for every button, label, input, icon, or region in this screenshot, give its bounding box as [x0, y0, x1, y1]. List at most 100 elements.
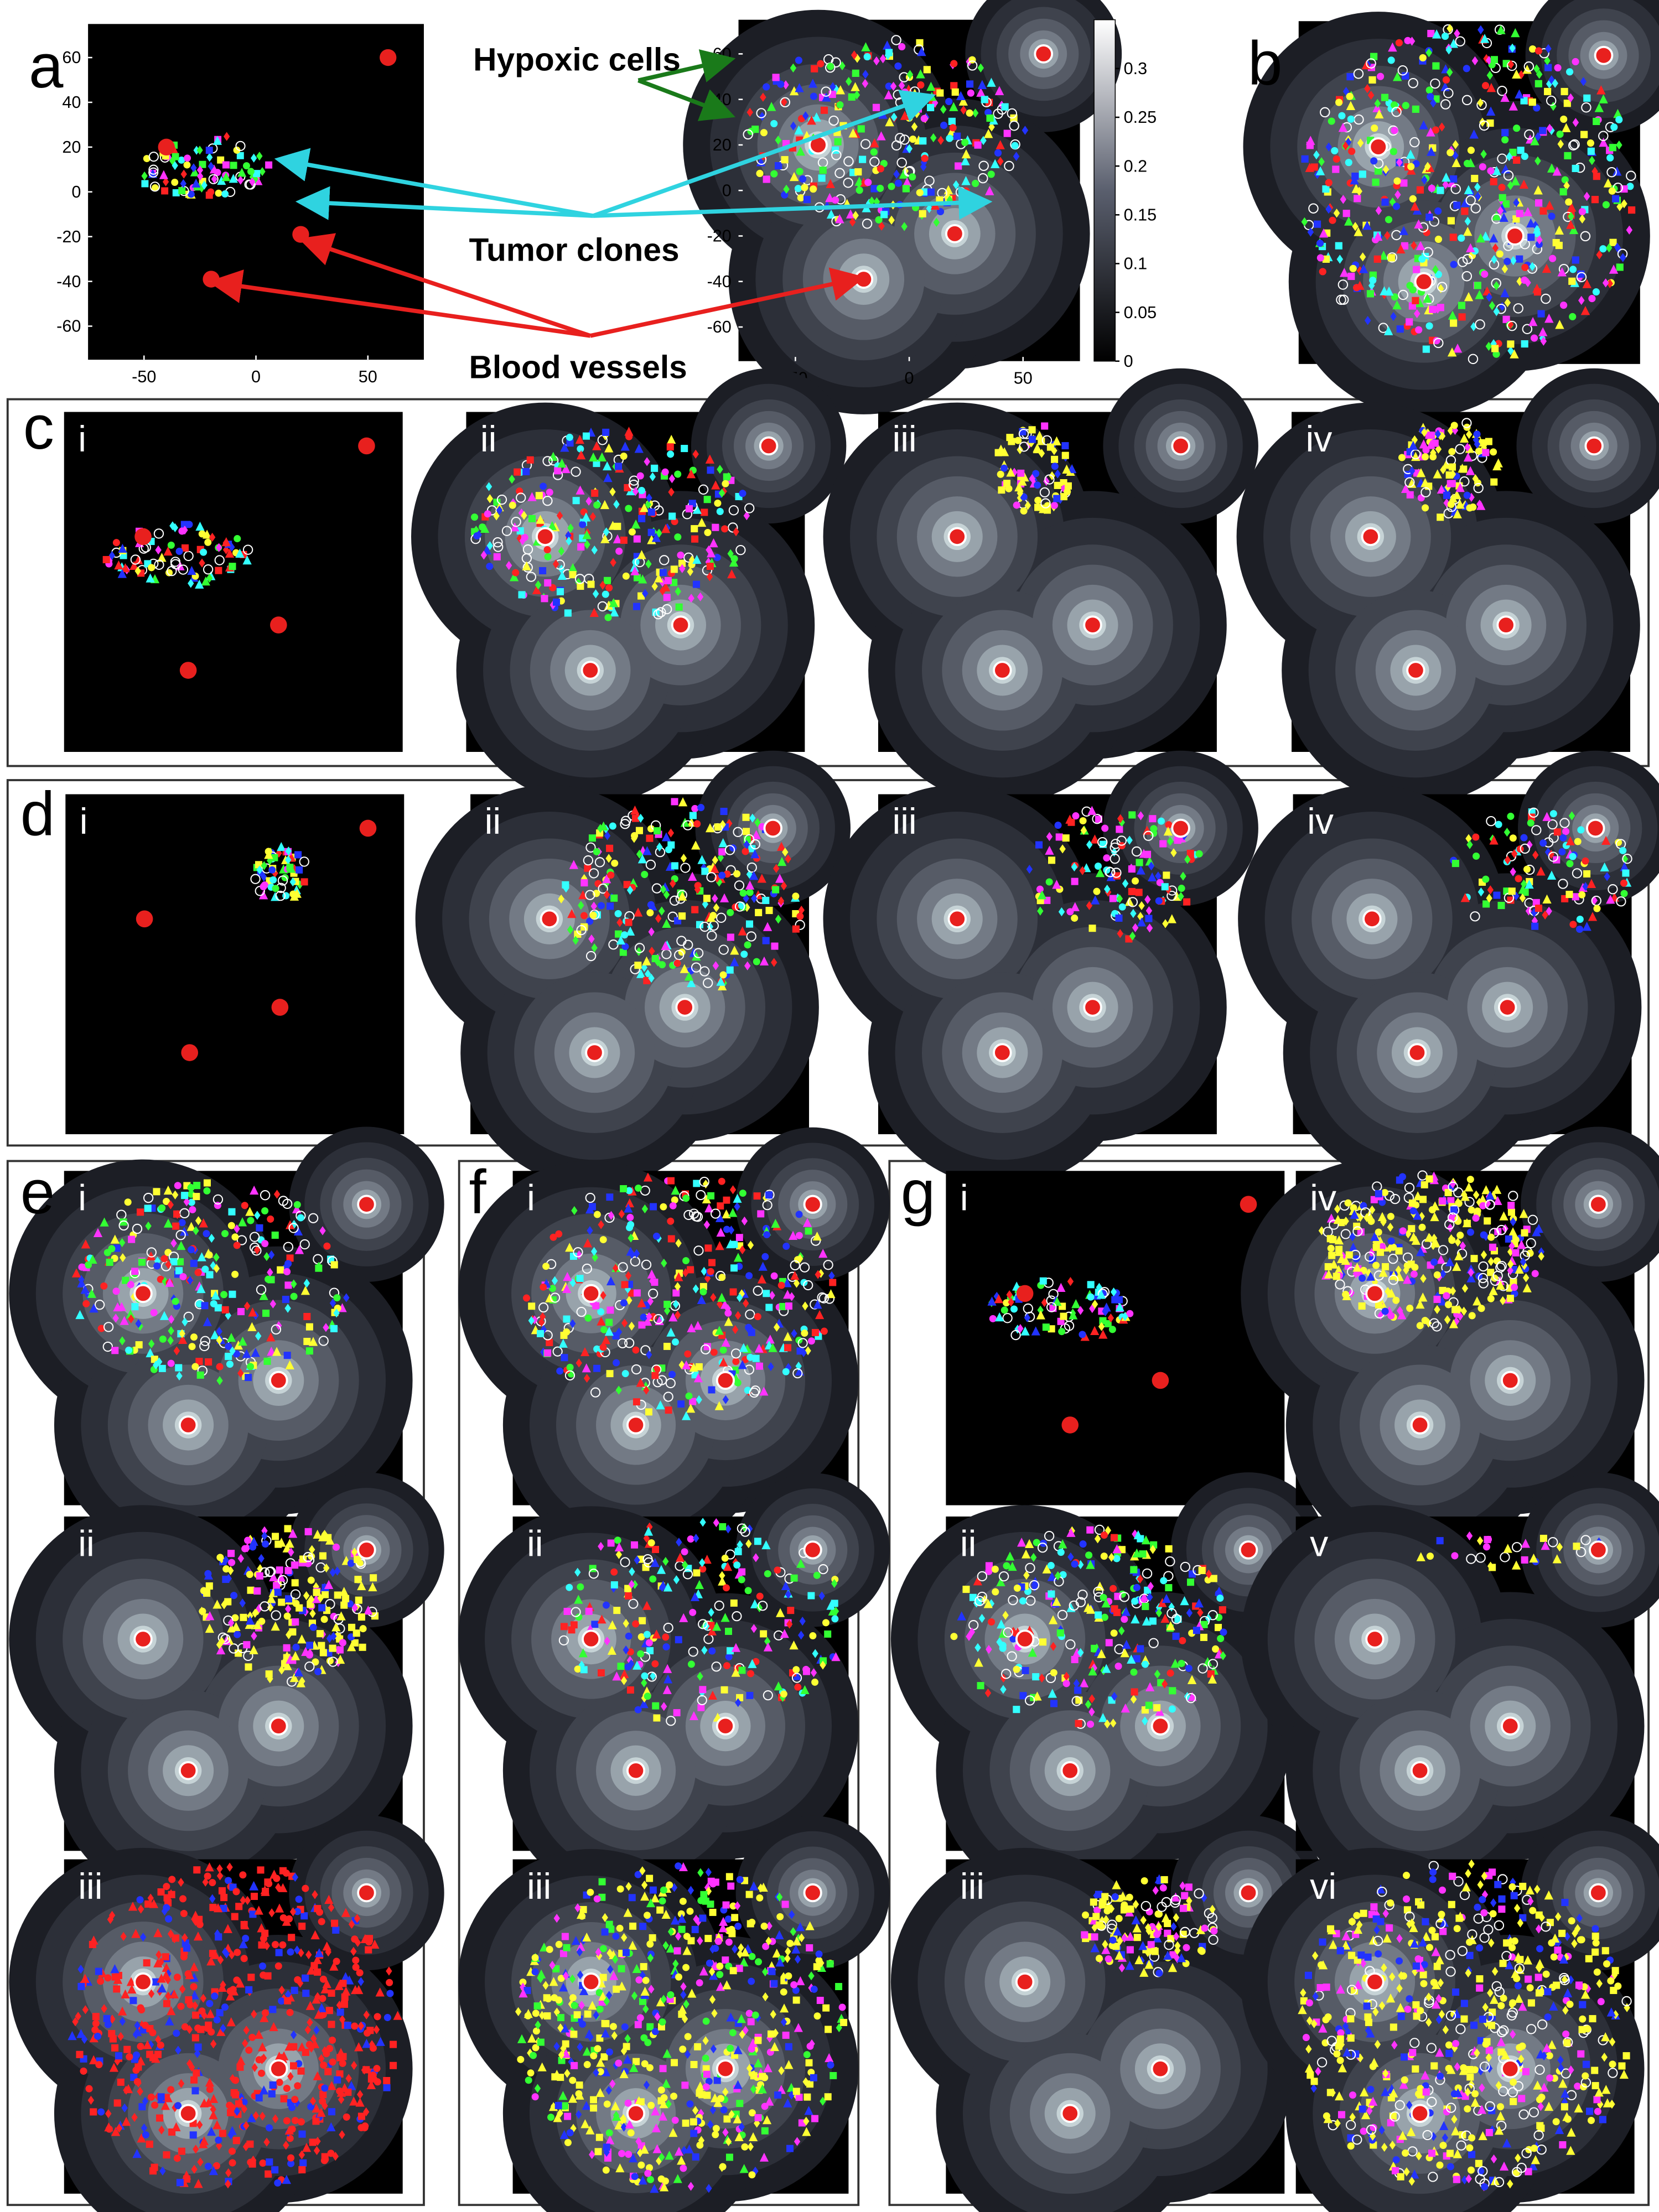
cell	[1435, 444, 1442, 454]
cell	[1410, 201, 1420, 211]
cell	[651, 1372, 659, 1379]
cell	[153, 528, 164, 539]
cell	[260, 883, 267, 891]
cell	[609, 487, 616, 497]
cell	[599, 1945, 607, 1953]
cell	[1463, 226, 1473, 236]
cell	[1325, 179, 1333, 186]
cell	[258, 890, 268, 900]
cell	[291, 1579, 299, 1587]
cell	[131, 1268, 139, 1275]
cell	[357, 1613, 365, 1621]
cell	[678, 912, 686, 920]
cell	[754, 1538, 761, 1545]
cell	[216, 1554, 224, 1561]
cell	[610, 894, 618, 902]
cell	[966, 109, 973, 117]
cell	[924, 175, 935, 186]
cell	[587, 580, 595, 588]
cell	[302, 1884, 309, 1892]
cell	[154, 559, 164, 570]
cell	[1408, 466, 1416, 476]
cell	[677, 551, 685, 559]
cell	[1486, 82, 1496, 92]
cell	[141, 180, 149, 188]
blood-vessel	[1584, 436, 1604, 456]
cell	[1572, 893, 1579, 901]
cell	[206, 2000, 214, 2007]
cell	[580, 879, 588, 887]
cell	[293, 1201, 301, 1208]
cell	[1423, 247, 1433, 257]
cell	[1433, 337, 1444, 349]
cell	[562, 881, 569, 889]
cell	[1507, 812, 1515, 820]
cell	[628, 479, 639, 490]
cell	[1013, 501, 1020, 509]
cell	[302, 2048, 309, 2056]
cell	[158, 1204, 166, 1212]
cell	[1501, 136, 1509, 144]
cell	[228, 2147, 236, 2155]
cell	[1376, 72, 1385, 80]
cell	[312, 2117, 320, 2125]
cell	[843, 156, 854, 167]
cell	[955, 162, 962, 170]
cell	[994, 449, 1002, 456]
cell	[1412, 297, 1419, 304]
cell	[792, 925, 800, 933]
cell	[167, 1359, 175, 1367]
cell	[687, 1535, 694, 1543]
cell	[535, 580, 542, 590]
cell	[1533, 104, 1541, 112]
cell	[324, 2068, 332, 2075]
cell	[748, 1328, 755, 1336]
cell	[563, 1328, 571, 1336]
cell	[862, 219, 873, 229]
cell	[1507, 340, 1515, 348]
cell	[1331, 147, 1339, 155]
blood-vessel	[181, 1044, 198, 1061]
cell	[681, 1548, 688, 1556]
cell	[128, 1235, 136, 1243]
cell	[880, 211, 888, 219]
cell	[981, 96, 988, 103]
cell	[885, 82, 893, 90]
cell	[496, 494, 507, 505]
cell	[204, 538, 212, 546]
cell	[210, 1300, 217, 1307]
cell	[906, 144, 913, 153]
cell	[172, 153, 179, 160]
cell	[1472, 474, 1479, 484]
cell	[679, 564, 686, 573]
cell	[723, 1584, 730, 1592]
cell	[561, 464, 571, 474]
cell	[1344, 216, 1354, 226]
cell	[599, 580, 606, 590]
cell	[1423, 293, 1432, 303]
cell	[158, 1364, 166, 1372]
cell	[1316, 254, 1324, 262]
cell	[1557, 267, 1567, 277]
cell	[1359, 264, 1368, 273]
cell	[936, 207, 945, 216]
cell	[693, 1569, 701, 1577]
cell	[133, 2051, 141, 2059]
cell	[720, 808, 728, 816]
cell	[237, 168, 247, 177]
cell	[1005, 485, 1013, 492]
cell	[576, 485, 585, 495]
cell	[1458, 234, 1465, 242]
cell	[1531, 334, 1538, 342]
cell	[149, 2029, 157, 2037]
cell	[1582, 857, 1589, 865]
cell	[1062, 834, 1070, 842]
cell	[355, 1596, 362, 1604]
cell	[637, 2161, 645, 2169]
cell	[1149, 815, 1157, 823]
cell	[1428, 184, 1435, 192]
cell	[1333, 208, 1340, 218]
cell	[215, 189, 222, 197]
cell	[1336, 294, 1346, 305]
cell	[536, 515, 545, 524]
